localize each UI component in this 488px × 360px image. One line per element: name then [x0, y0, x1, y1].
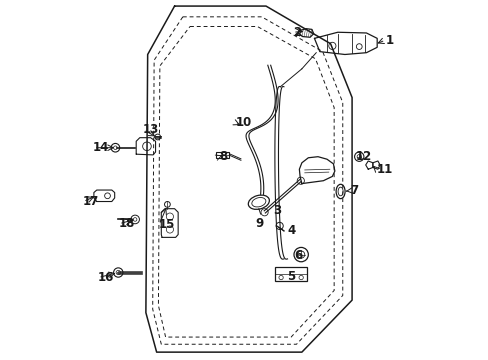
- Text: 11: 11: [376, 163, 393, 176]
- Text: 9: 9: [255, 216, 263, 230]
- Bar: [274, 267, 306, 281]
- Text: 3: 3: [273, 204, 281, 217]
- Text: 14: 14: [93, 141, 109, 154]
- Text: 12: 12: [355, 150, 371, 163]
- Text: 15: 15: [158, 218, 174, 231]
- Text: 7: 7: [349, 184, 358, 197]
- Text: 10: 10: [235, 116, 251, 129]
- Text: 16: 16: [97, 271, 114, 284]
- Text: 5: 5: [287, 270, 295, 283]
- Text: 17: 17: [82, 195, 99, 208]
- Text: 6: 6: [294, 249, 303, 262]
- Text: 8: 8: [219, 150, 227, 163]
- Text: 18: 18: [118, 217, 134, 230]
- Text: 2: 2: [292, 26, 301, 39]
- Bar: [215, 152, 229, 158]
- Text: 13: 13: [142, 123, 158, 136]
- Text: 4: 4: [287, 224, 295, 237]
- Text: 1: 1: [386, 33, 393, 47]
